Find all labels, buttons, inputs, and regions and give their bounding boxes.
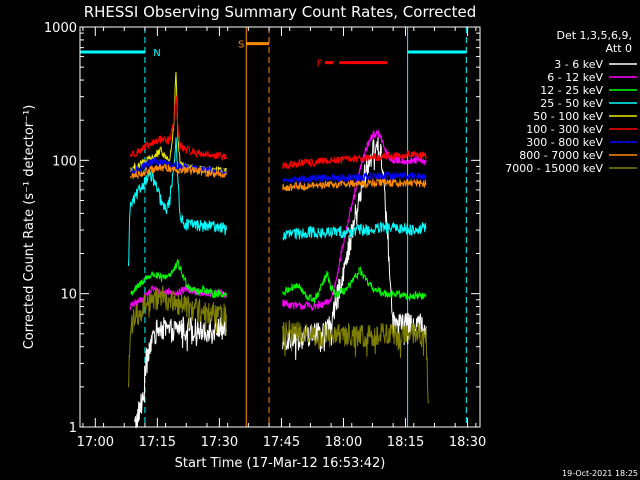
- x-tick-label: 17:00: [77, 435, 114, 450]
- x-tick-label: 18:15: [387, 435, 424, 450]
- x-tick-label: 17:30: [201, 435, 238, 450]
- series-1-line: [134, 315, 227, 429]
- series-6-line: [130, 95, 227, 161]
- plot-area: N S F: [79, 27, 467, 429]
- x-tick-label: 18:30: [449, 435, 486, 450]
- series-3-line: [130, 259, 227, 299]
- x-tick-label: 17:15: [139, 435, 176, 450]
- legend-label-9: 7000 - 15000 keV: [505, 162, 603, 175]
- night-label: N: [153, 48, 160, 59]
- saa-label: S: [238, 40, 244, 51]
- x-tick-label: 18:00: [325, 435, 362, 450]
- axes: 17:00 17:15 17:30 17:45 18:00 18:15 18:30 1 10 10…: [44, 21, 486, 450]
- series-7-line: [130, 156, 227, 179]
- series-9-line: [282, 320, 429, 404]
- series-4-line: [282, 221, 427, 241]
- legend-header-line-1: Det 1,3,5,6,9,: [556, 29, 632, 42]
- legend-label-6: 100 - 300 keV: [526, 123, 603, 136]
- series-8-line: [130, 163, 227, 180]
- series-8-line: [282, 178, 427, 192]
- series-4-line: [127, 137, 227, 267]
- series-6-line: [282, 149, 427, 170]
- footer-date: 19-Oct-2021 18:25: [562, 469, 638, 478]
- legend-label-5: 50 - 100 keV: [533, 110, 603, 123]
- series-3-line: [282, 266, 427, 304]
- legend-label-2: 6 - 12 keV: [547, 71, 603, 84]
- series-9-line: [127, 285, 227, 388]
- legend-header-line-2: Att 0: [606, 42, 632, 55]
- legend-label-1: 3 - 6 keV: [554, 58, 603, 71]
- chart-title: RHESSI Observing Summary Count Rates, Co…: [84, 3, 477, 21]
- flare-label: F: [317, 59, 323, 70]
- plot-frame: [79, 26, 481, 428]
- y-tick-label: 1000: [44, 21, 77, 36]
- y-tick-label: 10: [60, 288, 77, 303]
- y-axis-label: Corrected Count Rate (s⁻¹ detector⁻¹): [22, 105, 37, 350]
- series-7-line: [282, 170, 427, 185]
- x-tick-label: 17:45: [263, 435, 300, 450]
- y-tick-label: 1: [69, 421, 77, 436]
- legend-label-8: 800 - 7000 keV: [519, 149, 603, 162]
- legend-label-3: 12 - 25 keV: [540, 84, 603, 97]
- y-tick-label: 100: [52, 154, 77, 169]
- x-axis-label: Start Time (17-Mar-12 16:53:42): [175, 456, 386, 471]
- legend-label-4: 25 - 50 keV: [540, 97, 603, 110]
- legend-label-7: 300 - 800 keV: [526, 136, 603, 149]
